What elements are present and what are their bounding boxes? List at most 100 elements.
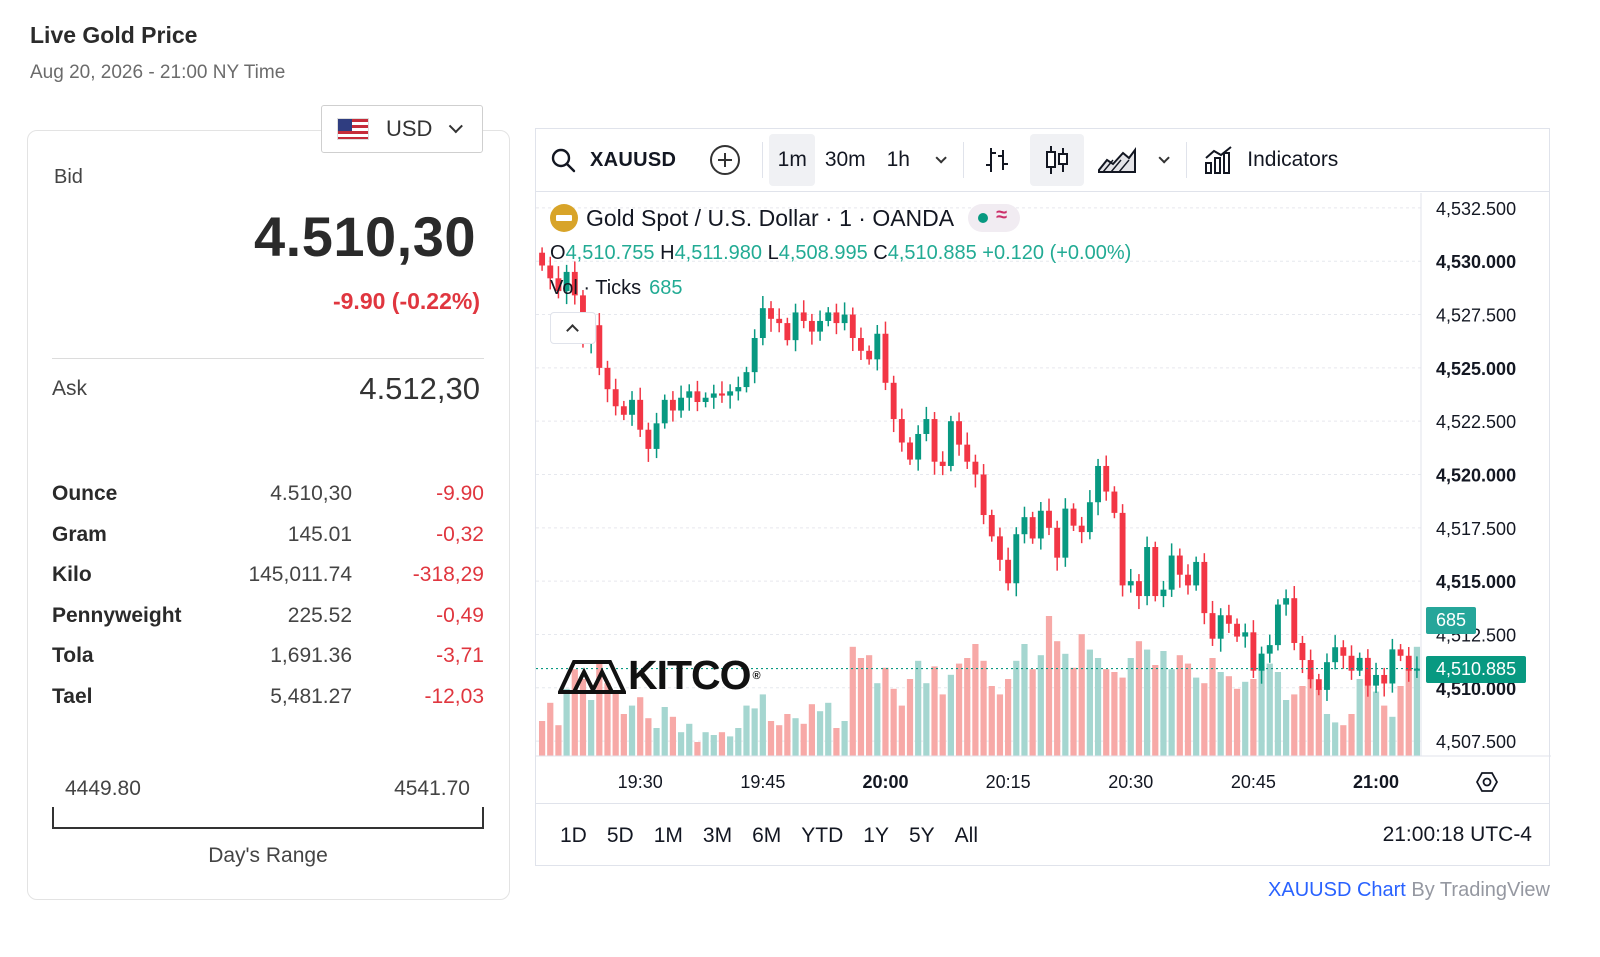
candle-body <box>964 444 971 462</box>
low-value: 4,508.995 <box>778 242 868 264</box>
range-6m[interactable]: 6M <box>752 823 782 847</box>
volume-bar <box>1225 676 1232 756</box>
volume-bar <box>923 683 930 756</box>
y-tick-label: 4,530.000 <box>1436 252 1516 272</box>
volume-bar <box>588 700 595 756</box>
volume-bar <box>939 694 946 756</box>
chart-credit: XAUUSD Chart By TradingView <box>1268 879 1550 902</box>
credit-text: By TradingView <box>1405 879 1550 901</box>
candle-body <box>1397 649 1404 656</box>
range-3m[interactable]: 3M <box>702 823 733 847</box>
candle-body <box>849 314 856 339</box>
volume-bar <box>677 732 685 756</box>
candle-body <box>694 391 701 402</box>
candle-body <box>555 278 562 292</box>
candle-body <box>947 421 954 466</box>
candle-body <box>956 421 963 445</box>
market-status-badge[interactable]: ≈ <box>968 204 1021 232</box>
candle-body <box>800 312 807 321</box>
candle-body <box>808 320 815 332</box>
unit-name: Ounce <box>52 482 118 506</box>
interval-30m[interactable]: 30m <box>824 148 866 171</box>
chevron-up-icon <box>566 324 579 337</box>
interval-menu[interactable] <box>921 134 957 186</box>
x-tick-label: 20:15 <box>986 772 1031 792</box>
candle-body <box>751 338 758 373</box>
candle-body <box>1037 510 1044 539</box>
indicators-button[interactable]: Indicators <box>1193 134 1348 186</box>
volume-bar <box>1282 700 1290 756</box>
unit-row-gram: Gram 145.01 -0,32 <box>52 515 484 556</box>
candle-body <box>776 318 783 324</box>
bid-price: 4.510,30 <box>254 205 476 268</box>
volume-bar <box>890 688 897 756</box>
chart-link[interactable]: XAUUSD Chart <box>1268 879 1406 901</box>
chart-clock[interactable]: 21:00:18 UTC-4 <box>1382 823 1532 846</box>
range-5y[interactable]: 5Y <box>908 823 935 847</box>
volume-bar <box>996 694 1004 756</box>
range-ytd[interactable]: YTD <box>801 823 844 847</box>
x-tick-label: 20:00 <box>862 772 908 792</box>
y-tick-label: 4,527.500 <box>1436 306 1516 326</box>
candle-body <box>735 387 742 392</box>
volume-bar <box>792 718 799 756</box>
candle-body <box>1046 510 1052 528</box>
interval-1h[interactable]: 1h <box>886 148 910 171</box>
volume-bar <box>1201 683 1208 756</box>
volume-bar <box>751 708 758 756</box>
unit-row-ounce: Ounce 4.510,30 -9.90 <box>52 474 484 515</box>
chart-toolbar: XAUUSD 1m 30m 1h Indicators <box>536 129 1549 192</box>
chart-type-menu[interactable] <box>1144 134 1180 186</box>
volume-bar <box>1242 681 1249 756</box>
volume-bar <box>596 660 603 756</box>
market-open-dot-icon <box>978 213 989 223</box>
compare-add-icon[interactable] <box>710 145 741 175</box>
currency-dropdown[interactable]: USD <box>321 105 483 153</box>
volume-bar <box>1315 688 1322 756</box>
range-1d[interactable]: 1D <box>560 823 587 847</box>
candle-body <box>768 308 774 319</box>
price-chart[interactable]: 4,507.5004,510.0004,512.5004,515.0004,51… <box>536 193 1551 803</box>
indicators-icon <box>1205 146 1232 174</box>
volume-bar <box>1111 672 1118 756</box>
y-tick-label: 4,515.000 <box>1436 572 1516 592</box>
candle-body <box>1144 547 1151 597</box>
candle-body <box>1266 645 1273 654</box>
collapse-legend-button[interactable] <box>550 312 596 344</box>
unit-row-kilo: Kilo 145,011.74 -318,29 <box>52 555 484 596</box>
y-tick-label: 4,525.000 <box>1436 359 1516 379</box>
kitco-watermark: KITCO ® <box>558 652 761 699</box>
candle-body <box>1405 655 1412 671</box>
candles-style-button[interactable] <box>1030 134 1085 186</box>
x-tick-label: 19:45 <box>740 772 785 792</box>
candle-body <box>1176 555 1183 575</box>
chevron-down-icon <box>935 152 948 164</box>
candle-body <box>1078 525 1085 533</box>
close-value: 4,510.885 <box>887 242 977 264</box>
symbol-search[interactable]: XAUUSD <box>550 134 676 186</box>
candle-body <box>1168 555 1175 590</box>
area-style-button[interactable] <box>1090 134 1144 186</box>
day-range-low: 4449.80 <box>65 777 141 800</box>
unit-price: 145.01 <box>287 522 352 546</box>
volume-bar <box>1364 674 1371 756</box>
volume-bar <box>882 667 889 756</box>
volume-bar <box>857 658 865 756</box>
open-label: O <box>550 242 566 264</box>
candle-body <box>1381 674 1388 684</box>
range-5d[interactable]: 5D <box>606 823 634 847</box>
range-all[interactable]: All <box>954 823 978 847</box>
bar-style-button[interactable] <box>970 134 1024 186</box>
interval-1m[interactable]: 1m <box>769 134 816 186</box>
chart-settings-icon[interactable] <box>1476 771 1498 793</box>
volume-readout: Vol · Ticks 685 <box>550 277 683 300</box>
range-1m[interactable]: 1M <box>653 823 683 847</box>
volume-bar <box>1332 722 1339 756</box>
candle-body <box>710 393 717 398</box>
candle-body <box>1103 465 1110 492</box>
volume-bar <box>898 705 905 756</box>
volume-bar <box>784 714 791 756</box>
volume-bar <box>1184 663 1192 756</box>
range-1y[interactable]: 1Y <box>863 823 889 847</box>
candle-body <box>996 536 1003 560</box>
